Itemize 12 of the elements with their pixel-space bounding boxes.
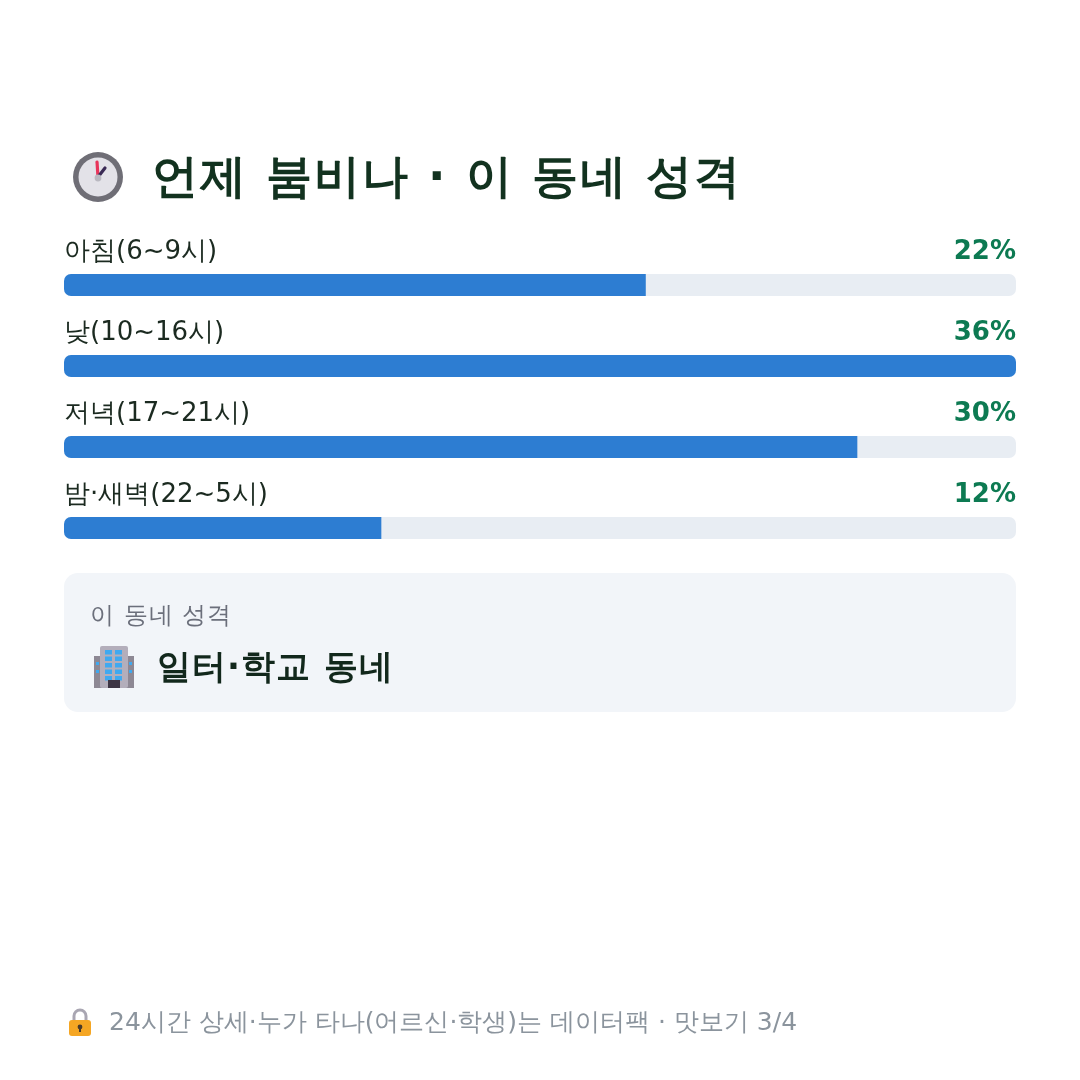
y-tick-label: 밤·새벽(22~5시) <box>64 478 268 508</box>
chart-title: 언제 붐비나 · 이 동네 성격 <box>152 148 742 205</box>
y-tick-label: 저녁(17~21시) <box>64 397 251 427</box>
data-label: 12% <box>953 478 1016 508</box>
text: 일터·학교 동네 <box>157 645 394 688</box>
y-tick-label: 아침(6~9시) <box>64 235 218 265</box>
data-label: 22% <box>953 235 1016 265</box>
y-tick-label: 낮(10~16시) <box>64 316 225 346</box>
data-label: 36% <box>953 316 1016 346</box>
data-label: 30% <box>953 397 1016 427</box>
text: 24시간 상세·누가 타나(어르신·학생)는 데이터팩 · 맛보기 3/4 <box>109 1006 798 1038</box>
text: 이 동네 성격 <box>90 601 233 629</box>
